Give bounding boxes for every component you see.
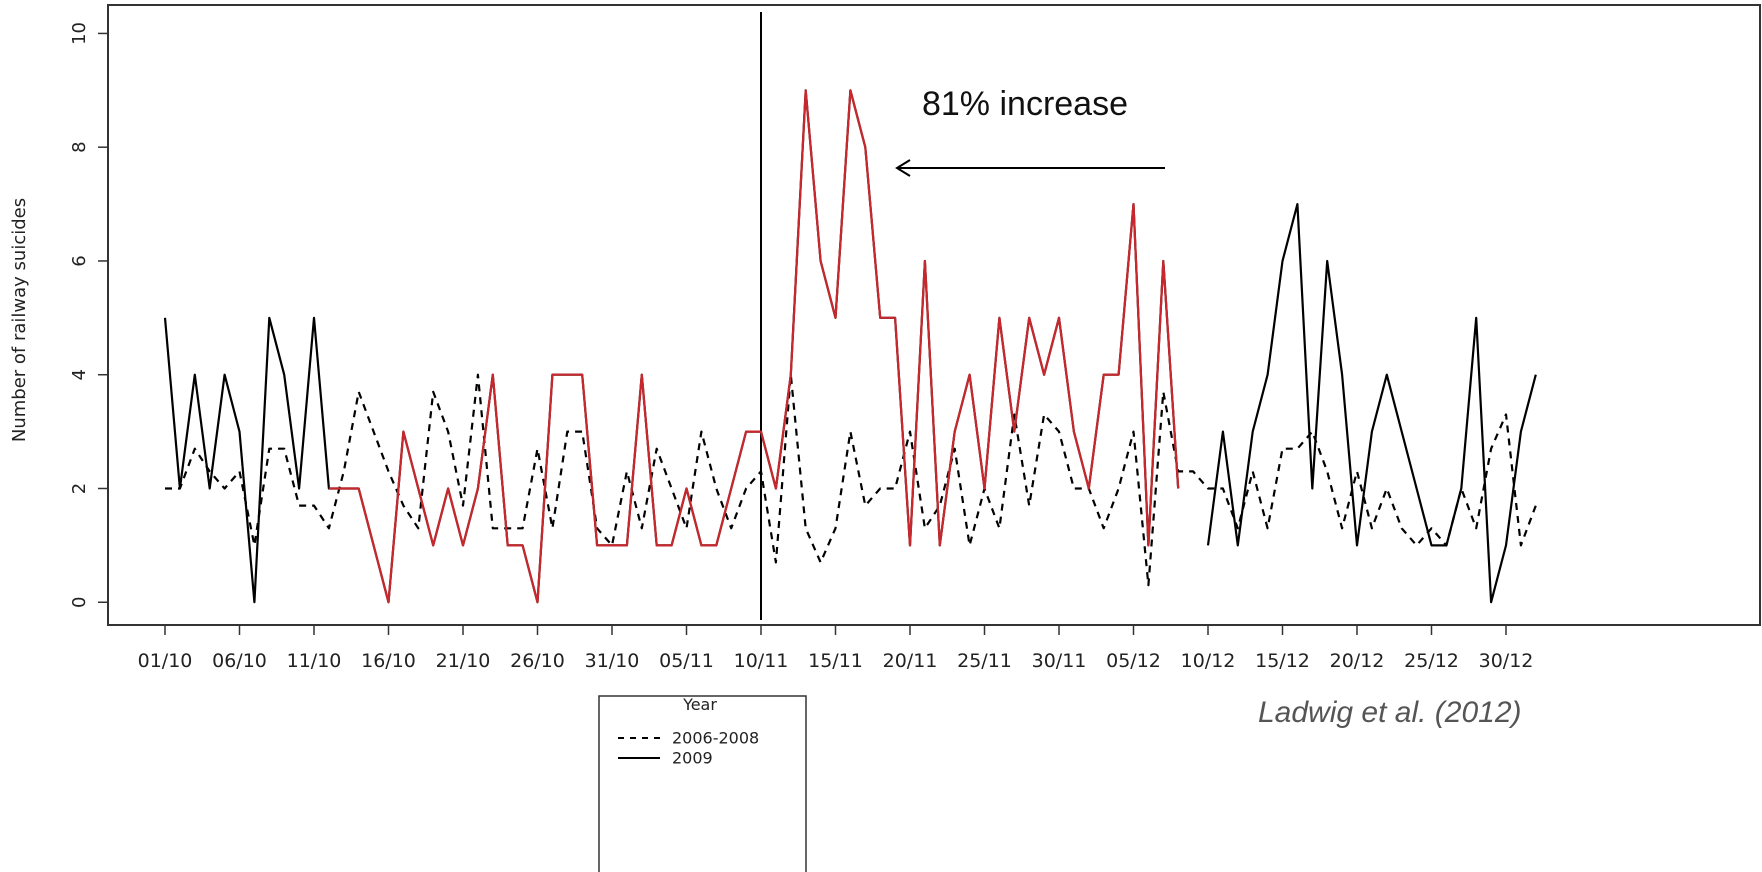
x-tick-label: 26/10 bbox=[510, 650, 565, 672]
x-tick-label: 15/11 bbox=[808, 650, 863, 672]
y-tick-label: 2 bbox=[69, 483, 90, 494]
y-tick-label: 8 bbox=[69, 141, 90, 152]
y-tick-label: 6 bbox=[69, 255, 90, 266]
x-tick-label: 10/11 bbox=[734, 650, 789, 672]
series-line bbox=[163, 89, 1537, 604]
y-tick-label: 0 bbox=[69, 597, 90, 608]
plot-frame bbox=[107, 4, 1761, 626]
series-highlight bbox=[328, 89, 1180, 604]
y-axis-label: Number of railway suicides bbox=[9, 198, 30, 442]
x-tick-label: 30/12 bbox=[1479, 650, 1534, 672]
x-tick-label: 21/10 bbox=[436, 650, 491, 672]
x-tick-label: 11/10 bbox=[287, 650, 342, 672]
x-tick-label: 31/10 bbox=[585, 650, 640, 672]
x-tick-label: 25/11 bbox=[957, 650, 1012, 672]
legend: Year 2006-2008 2009 bbox=[598, 695, 807, 872]
y-tick-label: 10 bbox=[69, 22, 90, 45]
arrow bbox=[895, 159, 1165, 177]
series-line bbox=[165, 373, 1537, 587]
x-tick-label: 20/12 bbox=[1330, 650, 1385, 672]
x-tick-label: 16/10 bbox=[361, 650, 416, 672]
x-tick-label: 10/12 bbox=[1181, 650, 1236, 672]
legend-label: 2006-2008 bbox=[672, 729, 759, 748]
x-tick-label: 05/12 bbox=[1106, 650, 1161, 672]
legend-label: 2009 bbox=[672, 749, 713, 768]
x-tick-label: 25/12 bbox=[1404, 650, 1459, 672]
x-tick-label: 06/10 bbox=[212, 650, 267, 672]
x-tick-label: 30/11 bbox=[1032, 650, 1087, 672]
x-tick-label: 15/12 bbox=[1255, 650, 1310, 672]
x-tick-label: 20/11 bbox=[883, 650, 938, 672]
x-tick-label: 01/10 bbox=[138, 650, 193, 672]
legend-box bbox=[598, 695, 807, 872]
source: Ladwig et al. (2012) bbox=[1258, 696, 1522, 729]
y-tick-label: 4 bbox=[69, 369, 90, 380]
annotation: 81% increase bbox=[922, 85, 1128, 123]
legend-title: Year bbox=[682, 695, 717, 714]
x-tick-label: 05/11 bbox=[659, 650, 714, 672]
